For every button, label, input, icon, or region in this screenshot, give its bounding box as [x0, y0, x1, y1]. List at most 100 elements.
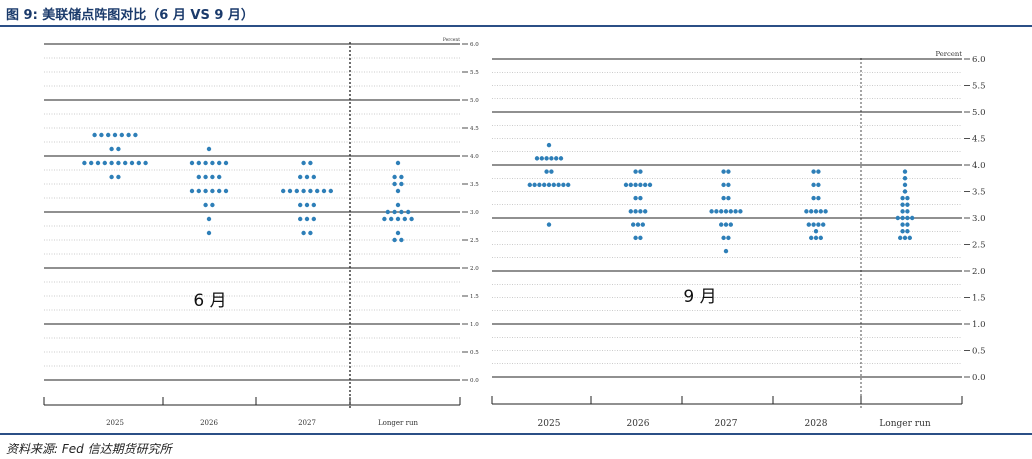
dot-longer-run-3.125 — [905, 209, 910, 214]
dot-2027-3.375 — [328, 188, 333, 194]
dot-2026-3.625 — [628, 182, 633, 188]
dot-2026-3.125 — [643, 209, 648, 214]
dot-longer-run-3.375 — [900, 195, 905, 201]
dot-2026-2.625 — [633, 235, 638, 241]
dot-2026-3.375 — [210, 188, 215, 194]
dot-2028-3.625 — [811, 182, 816, 188]
dot-2028-2.875 — [806, 222, 811, 227]
y-tick-label: 2.5 — [470, 238, 479, 244]
dot-2025-3.875 — [143, 160, 148, 166]
dot-2028-2.875 — [816, 222, 821, 227]
dot-2028-3.875 — [811, 169, 816, 174]
dot-2025-4.375 — [133, 132, 138, 138]
category-label: 2027 — [715, 419, 738, 429]
dot-2027-3.375 — [301, 188, 306, 194]
dot-2025-4.375 — [106, 132, 111, 138]
dot-2025-3.875 — [95, 160, 101, 166]
dot-2025-3.625 — [537, 182, 542, 188]
dot-2028-3.125 — [823, 209, 828, 214]
dot-2027-3.125 — [733, 209, 738, 214]
dot-2027-3.625 — [298, 174, 303, 180]
dot-2026-2.875 — [631, 222, 636, 227]
y-tick-label: 3.0 — [470, 210, 479, 216]
dot-longer-run-2.625 — [898, 235, 903, 241]
dot-2027-3.875 — [721, 169, 726, 174]
dot-2026-3.875 — [638, 169, 643, 174]
category-label: 2025 — [538, 419, 561, 429]
dot-2026-3.875 — [223, 160, 229, 166]
dot-2026-3.625 — [623, 182, 629, 188]
dot-2027-3.375 — [281, 188, 286, 194]
dot-2027-2.875 — [304, 216, 310, 222]
dot-longer-run-3 — [385, 209, 390, 215]
dot-longer-run-3.875 — [395, 160, 401, 166]
y-tick-label: 3.5 — [470, 182, 479, 188]
dot-2027-3.125 — [304, 202, 310, 208]
dot-2026-3.875 — [210, 160, 215, 166]
dot-2027-3.375 — [721, 195, 726, 201]
y-tick-label: 2.0 — [972, 267, 986, 277]
dot-2025-3.875 — [123, 160, 128, 166]
dot-longer-run-3 — [895, 215, 900, 221]
dot-2026-3.875 — [203, 160, 208, 166]
dot-2025-4.125 — [549, 156, 554, 161]
dot-2028-3.875 — [816, 169, 821, 174]
dot-2025-4.125 — [544, 156, 549, 161]
dot-2025-4.125 — [109, 146, 114, 152]
dot-2025-3.875 — [549, 169, 554, 174]
dot-2025-4.125 — [116, 146, 121, 152]
dot-2027-3.875 — [308, 160, 313, 166]
y-tick-label: 2.0 — [470, 266, 479, 272]
dot-2026-3.125 — [628, 209, 633, 214]
dot-plot-june: 6.0 5.5 5.0 4.5 4.0 3.5 3.0 2.5 2.0 1.5 1.0 0.5 0.0 P… — [0, 30, 500, 430]
source-rule — [0, 433, 1032, 435]
category-label: Longer run — [879, 419, 931, 429]
dot-longer-run-2.875 — [409, 216, 414, 222]
dot-2026-3.875 — [217, 160, 222, 166]
dot-2025-4.375 — [119, 132, 125, 138]
dot-2028-3.625 — [816, 182, 821, 188]
dot-longer-run-3.375 — [905, 195, 910, 201]
dot-longer-run-3.625 — [392, 174, 397, 180]
category-label: 2027 — [298, 419, 316, 427]
dot-2025-3.625 — [109, 174, 114, 180]
dot-longer-run-3 — [399, 209, 404, 215]
y-tick-label: 4.0 — [972, 161, 986, 171]
dot-2025-3.875 — [82, 160, 87, 166]
dot-2028-2.875 — [811, 222, 816, 227]
y-tick-label: 5.0 — [972, 108, 986, 118]
dot-2026-3.875 — [633, 169, 638, 174]
dot-2028-3.125 — [804, 209, 809, 214]
dot-longer-run-2.875 — [382, 216, 387, 222]
dot-longer-run-3.875 — [902, 169, 908, 174]
y-tick-label: 4.5 — [972, 134, 986, 144]
dot-2027-3.125 — [738, 209, 743, 214]
dot-2025-3.625 — [527, 182, 532, 188]
dot-2026-3.625 — [647, 182, 653, 188]
y-tick-label: 2.5 — [972, 240, 986, 250]
dot-2025-4.125 — [558, 156, 564, 161]
dot-2026-3.625 — [643, 182, 648, 188]
dot-2026-2.875 — [640, 222, 645, 227]
dot-2025-3.625 — [566, 182, 571, 188]
dot-2027-3.125 — [311, 202, 316, 208]
dot-longer-run-3.625 — [399, 174, 404, 180]
dot-2027-3.375 — [315, 188, 320, 194]
dot-2026-3.125 — [638, 209, 643, 214]
y-tick-label: 0.5 — [470, 350, 479, 356]
dot-2027-3.125 — [728, 209, 733, 214]
dot-2027-2.625 — [721, 235, 726, 241]
dot-2025-3.875 — [544, 169, 549, 174]
dot-2026-3.125 — [203, 202, 208, 208]
dot-2025-4.375 — [546, 142, 552, 148]
dot-2027-3.875 — [726, 169, 731, 174]
dot-2027-3.625 — [721, 182, 726, 188]
category-label: 2026 — [200, 419, 218, 427]
y-tick-label: 6.0 — [470, 42, 479, 48]
dot-2028-3.125 — [809, 209, 814, 214]
dot-2026-3.375 — [203, 188, 208, 194]
dot-2025-3.625 — [116, 174, 121, 180]
y-tick-label: 4.5 — [470, 126, 479, 132]
dot-2027-3.375 — [294, 188, 299, 194]
dot-longer-run-3.5 — [392, 181, 397, 187]
